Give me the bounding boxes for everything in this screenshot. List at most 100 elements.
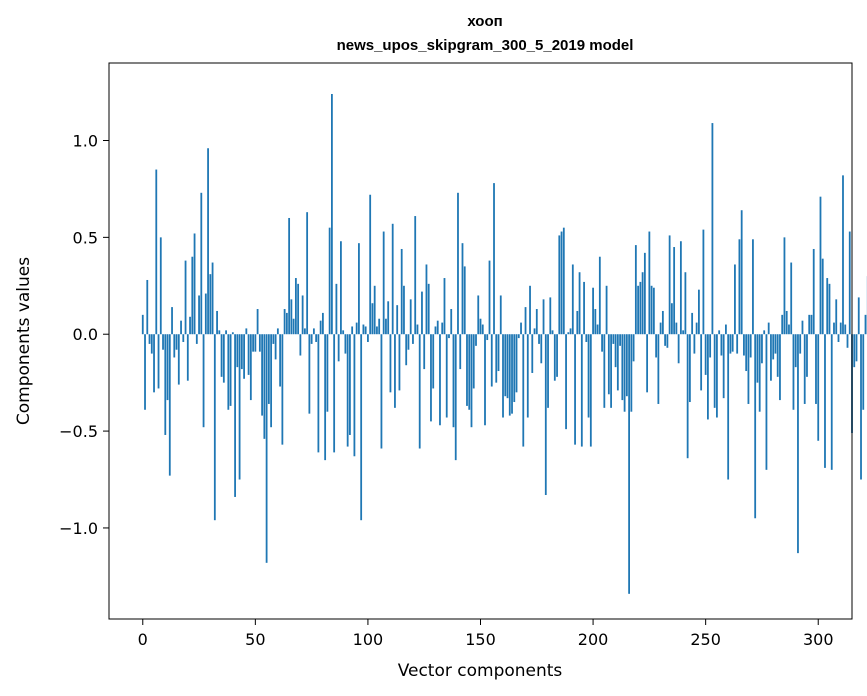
bar-component-45 [243, 334, 245, 379]
bar-component-92 [349, 334, 351, 435]
bar-component-41 [234, 334, 236, 497]
bar-component-292 [799, 334, 802, 354]
bar-component-100 [367, 334, 369, 342]
y-axis: −1.0 −0.5 0.0 0.5 1.0 [59, 131, 109, 538]
bar-component-294 [803, 334, 806, 404]
bar-component-58 [272, 334, 275, 344]
bar-component-178 [542, 299, 545, 335]
bar-component-72 [303, 328, 306, 335]
bar-component-73 [306, 212, 309, 335]
bar-component-123 [418, 334, 421, 449]
bar-component-285 [783, 237, 786, 335]
bar-component-247 [698, 289, 700, 335]
bar-component-40 [231, 332, 234, 335]
bar-component-56 [267, 334, 270, 404]
bar-component-127 [427, 283, 430, 335]
bar-component-28 [204, 293, 207, 335]
bar-component-191 [571, 264, 574, 335]
bar-component-75 [310, 334, 313, 344]
bar-component-125 [423, 334, 426, 370]
bar-component-98 [362, 324, 365, 335]
bar-component-47 [247, 334, 250, 375]
bar-component-256 [718, 330, 721, 335]
bar-component-269 [747, 334, 750, 404]
bar-component-122 [416, 324, 419, 335]
bar-component-192 [574, 334, 576, 445]
bar-component-184 [556, 334, 558, 377]
x-tick-label: 100 [353, 630, 384, 649]
bar-component-5 [153, 334, 155, 393]
bar-component-211 [616, 334, 619, 391]
bar-component-173 [531, 334, 534, 373]
bar-component-297 [810, 314, 813, 335]
bar-component-259 [725, 324, 727, 335]
bar-component-262 [731, 334, 734, 352]
bar-component-170 [524, 307, 527, 335]
bar-component-317 [855, 334, 858, 362]
bar-component-180 [547, 334, 549, 408]
bar-component-152 [484, 334, 486, 426]
bar-component-276 [763, 330, 766, 335]
bar-component-193 [576, 310, 579, 335]
chart-title-line-2: news_upos_skipgram_300_5_2019 model [337, 37, 634, 54]
bar-component-194 [578, 272, 581, 335]
bar-component-174 [533, 328, 536, 335]
bar-component-176 [538, 334, 540, 344]
bar-component-102 [371, 303, 374, 335]
bar-component-232 [664, 334, 667, 346]
bar-component-272 [754, 334, 757, 519]
bar-component-307 [833, 322, 835, 335]
bar-component-249 [702, 229, 705, 335]
bar-component-119 [409, 299, 412, 335]
x-tick-label: 150 [465, 630, 496, 649]
bar-component-321 [864, 314, 867, 335]
bar-component-199 [589, 334, 592, 447]
bar-component-101 [369, 194, 372, 335]
bar-component-320 [862, 334, 865, 410]
bar-component-255 [716, 334, 718, 418]
bar-component-78 [317, 334, 320, 453]
bar-component-223 [643, 252, 646, 335]
bar-component-248 [700, 334, 703, 391]
bar-component-50 [254, 334, 257, 352]
bar-component-281 [774, 334, 777, 354]
bar-component-79 [319, 320, 322, 335]
bar-component-121 [414, 216, 417, 335]
bar-component-224 [646, 334, 649, 393]
bar-component-68 [294, 278, 297, 335]
bar-component-105 [378, 318, 381, 335]
bar-component-271 [752, 239, 754, 335]
bar-component-241 [684, 272, 687, 335]
bar-component-204 [601, 334, 603, 352]
bar-component-198 [587, 334, 590, 418]
bar-component-167 [517, 334, 520, 339]
bar-component-43 [238, 334, 241, 480]
bar-component-209 [612, 334, 615, 344]
bar-component-148 [475, 334, 477, 346]
bar-component-120 [412, 334, 414, 344]
bar-component-136 [448, 334, 450, 339]
bar-component-139 [454, 334, 457, 461]
bar-component-46 [245, 328, 248, 335]
bar-component-196 [583, 281, 585, 335]
bar-component-71 [301, 295, 304, 335]
bar-component-124 [421, 291, 423, 335]
bar-component-14 [173, 334, 176, 358]
bar-component-222 [641, 272, 644, 335]
bar-component-242 [686, 334, 689, 459]
bar-component-303 [824, 334, 826, 468]
bar-component-151 [481, 324, 484, 335]
bar-component-296 [808, 314, 811, 335]
bar-component-201 [594, 309, 597, 335]
bar-component-266 [740, 210, 743, 335]
bar-component-279 [770, 334, 772, 381]
bar-component-29 [207, 148, 209, 335]
bar-component-110 [389, 334, 392, 393]
bar-component-175 [535, 309, 538, 335]
bar-component-87 [337, 334, 340, 362]
bar-component-44 [240, 334, 243, 370]
bar-component-185 [558, 235, 561, 335]
bar-component-35 [220, 334, 223, 377]
bar-component-117 [405, 334, 408, 366]
bar-component-310 [839, 322, 842, 335]
